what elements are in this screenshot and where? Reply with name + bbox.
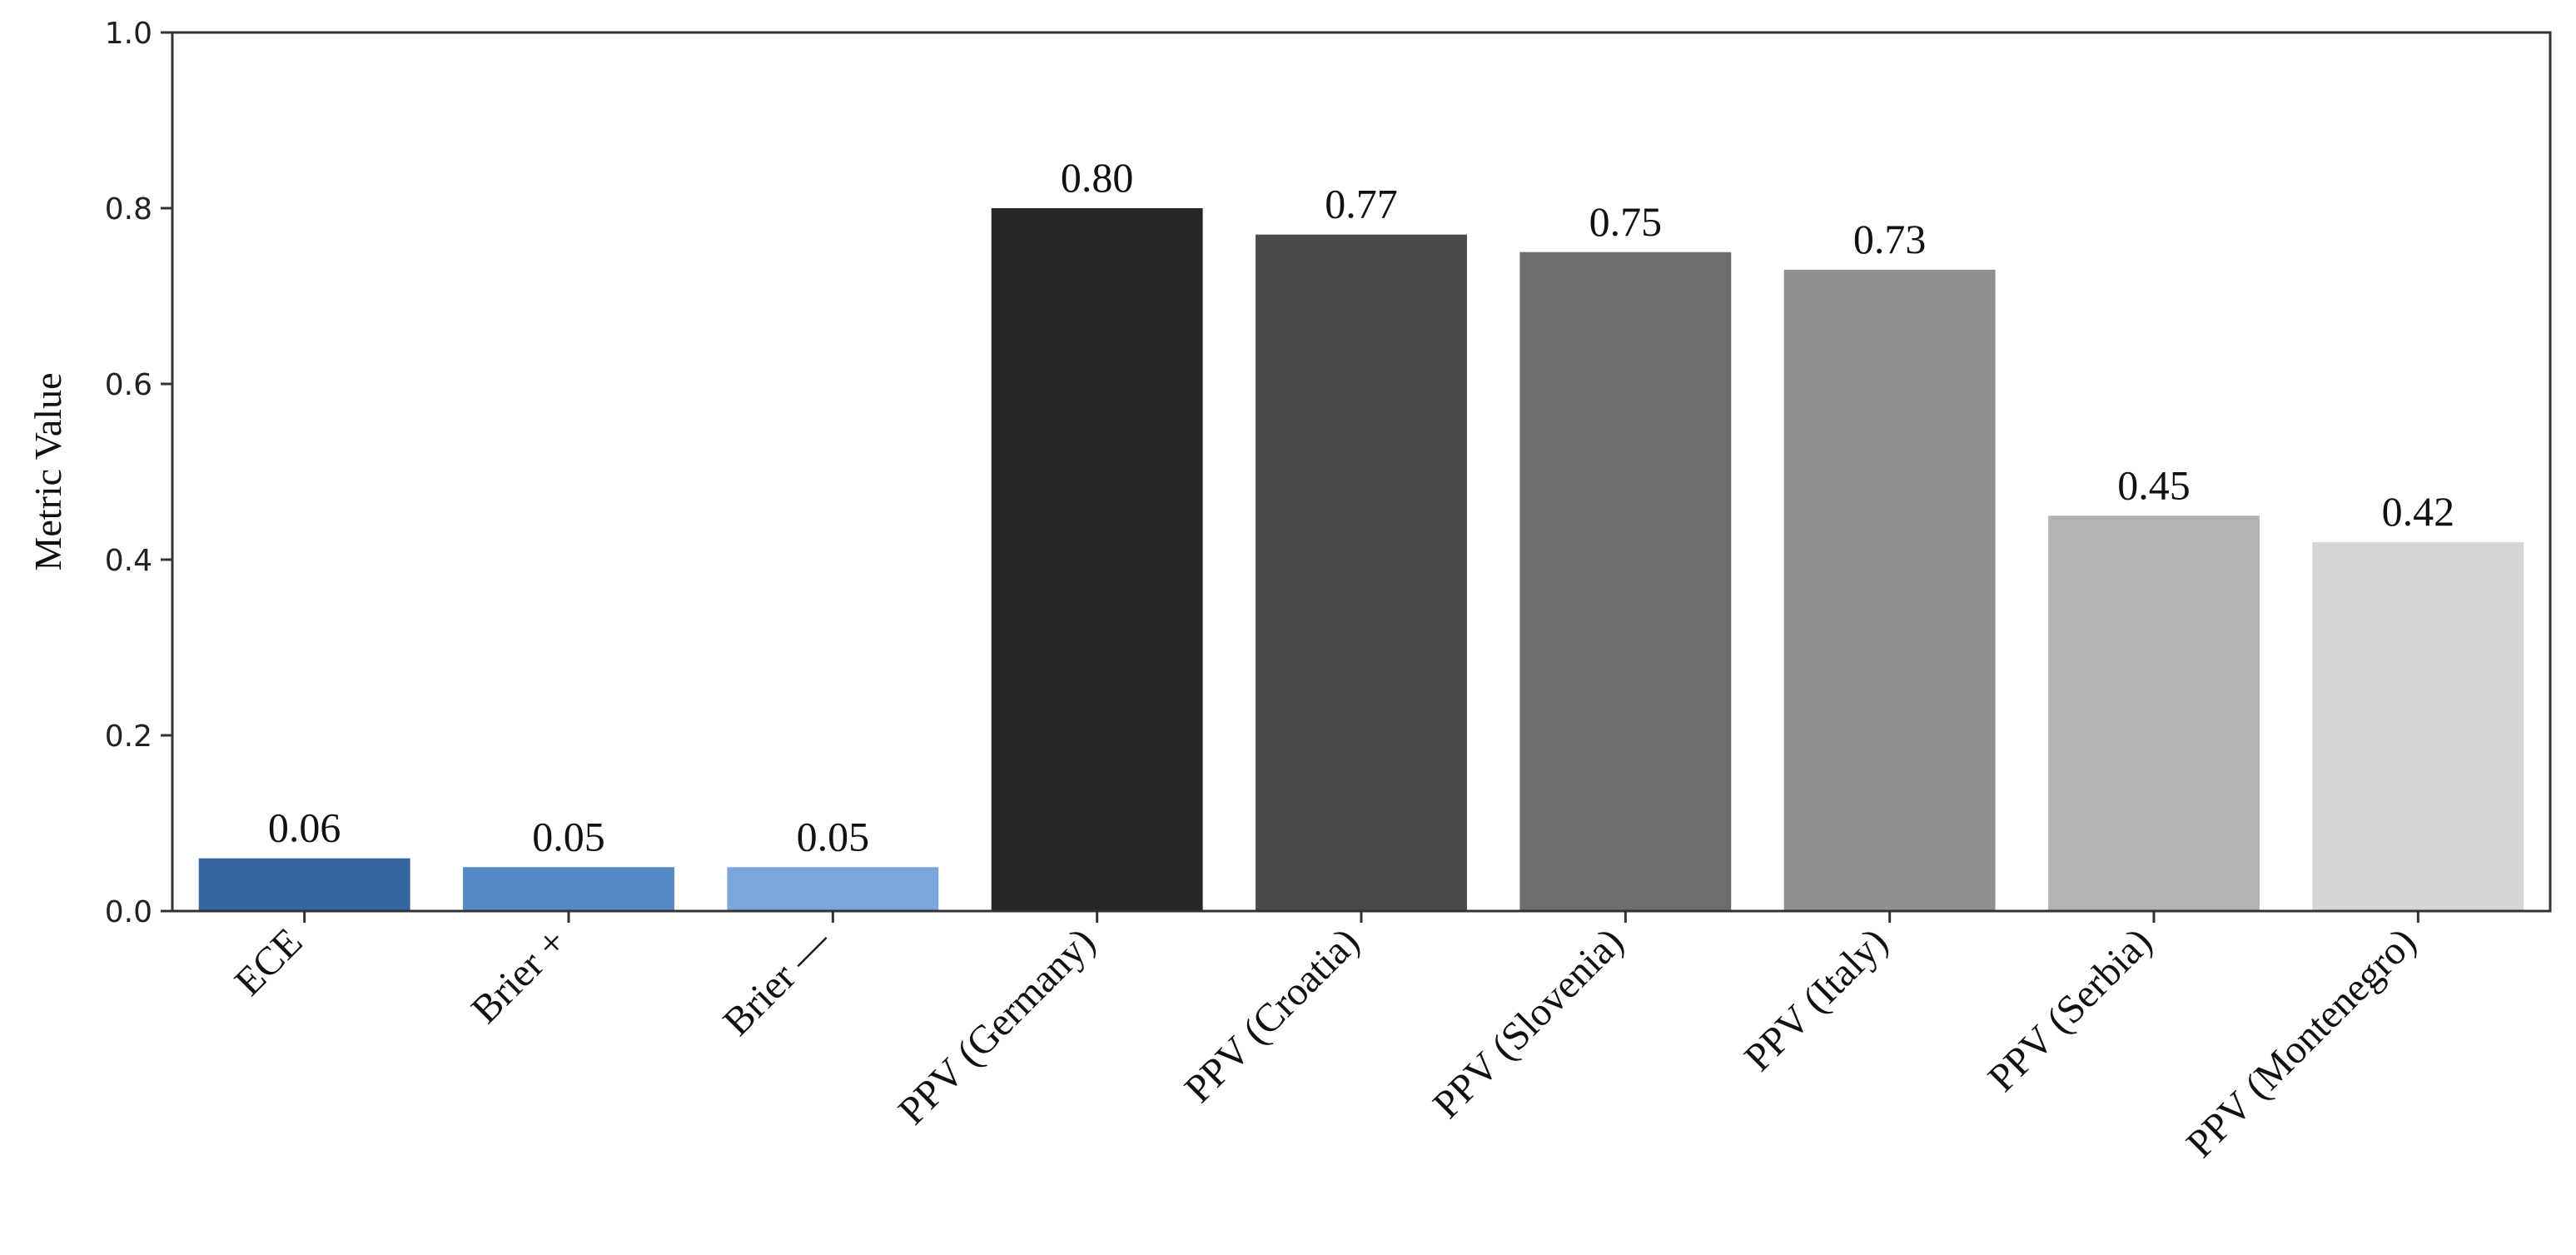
bar [1783,269,1996,912]
y-tick-label: 1.0 [105,17,152,51]
x-tick-label: PPV (Croatia) [1176,919,1368,1111]
value-labels: 0.06 0.05 0.05 0.80 0.77 0.75 0.73 0.45 0.42 [268,154,2454,859]
bar-value-label: 0.05 [797,813,870,859]
plot-frame [171,31,2552,913]
x-axis: ECE Brier + Brier — PPV (Germany) PPV (Croat… [226,911,2424,1166]
y-axis: 0.0 0.2 0.4 0.6 0.8 1.0 [105,17,172,929]
x-tick-label: PPV (Slovenia) [1425,919,1632,1127]
bar [198,858,410,911]
bar-value-label: 0.77 [1325,181,1398,227]
y-tick-label: 0.4 [105,544,152,578]
y-tick-label: 0.0 [105,895,152,929]
y-tick-label: 0.6 [105,368,152,402]
bar [991,208,1203,911]
y-tick-label: 0.2 [105,720,152,754]
bar-value-label: 0.42 [2382,488,2455,535]
bars [198,208,2524,912]
bar [2312,541,2524,911]
bar-value-label: 0.80 [1061,154,1134,201]
bar-value-label: 0.05 [532,813,605,859]
bar-value-label: 0.45 [2117,461,2191,508]
y-tick-label: 0.8 [105,192,152,227]
x-tick-label: Brier — [714,919,839,1044]
x-tick-label: PPV (Montenegro) [2178,919,2424,1166]
x-tick-label: PPV (Serbia) [1980,919,2161,1100]
x-tick-label: PPV (Italy) [1736,919,1896,1079]
bar [2048,515,2260,911]
bar-value-label: 0.75 [1589,198,1663,245]
bar [463,867,674,911]
x-tick-label: ECE [226,919,311,1004]
bar [1256,234,1467,911]
x-tick-label: PPV (Germany) [890,919,1104,1133]
bar [1519,251,1732,911]
x-tick-label: Brier + [463,919,575,1032]
y-axis-label: Metric Value [27,372,69,570]
bar-value-label: 0.73 [1853,216,1927,262]
bar-value-label: 0.06 [268,804,341,851]
bar [727,867,939,911]
